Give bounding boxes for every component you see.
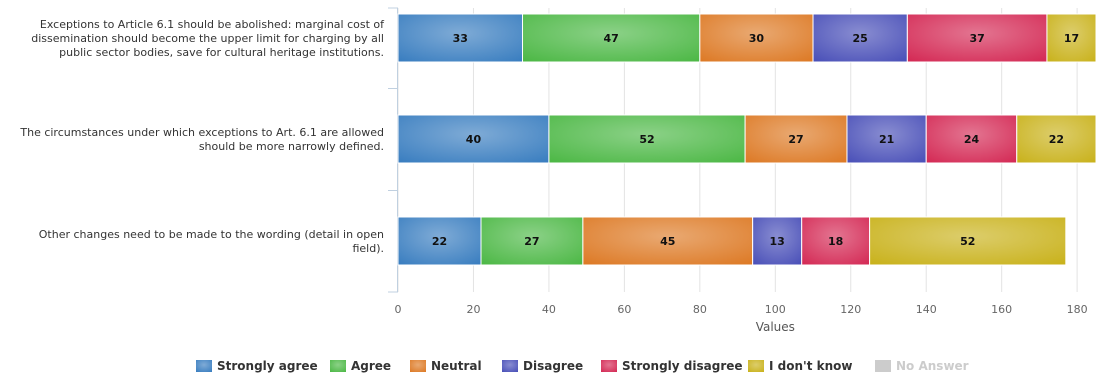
bar-segment[interactable] xyxy=(906,13,1048,63)
data-label: 40 xyxy=(466,133,482,146)
legend-swatch xyxy=(196,360,212,372)
legend: Strongly agree Agree Neutral Disagree Strong… xyxy=(196,359,969,373)
tick-label: 140 xyxy=(916,303,937,316)
tick-label: 80 xyxy=(693,303,707,316)
value-axis-ticks: 0 20 40 60 80 100 120 140 160 180 xyxy=(395,303,1088,316)
bar-segment[interactable] xyxy=(752,216,803,266)
data-label: 24 xyxy=(964,133,980,146)
x-axis-title: Values xyxy=(756,320,795,334)
category-labels: Exceptions to Article 6.1 should be abol… xyxy=(19,18,385,255)
bar-segment[interactable] xyxy=(699,13,814,63)
bar-segment[interactable] xyxy=(869,216,1067,266)
legend-item[interactable]: Strongly disagree xyxy=(601,359,743,373)
tick-label: 60 xyxy=(617,303,631,316)
data-labels: 33 47 30 25 37 17 40 52 27 21 24 22 22 27 45 13 18 52 xyxy=(432,32,1079,248)
tick-label: 120 xyxy=(840,303,861,316)
tick-label: 20 xyxy=(466,303,480,316)
data-label: 25 xyxy=(853,32,868,45)
bar-segment[interactable] xyxy=(397,13,524,63)
legend-swatch xyxy=(410,360,426,372)
data-label: 52 xyxy=(639,133,654,146)
data-label: 21 xyxy=(879,133,894,146)
legend-label: No Answer xyxy=(896,359,969,373)
legend-label: I don't know xyxy=(769,359,852,373)
data-label: 18 xyxy=(828,235,843,248)
bar-segment[interactable] xyxy=(1016,114,1096,164)
data-label: 30 xyxy=(749,32,765,45)
bar-segments xyxy=(397,13,1096,266)
data-label: 27 xyxy=(524,235,539,248)
tick-label: 180 xyxy=(1067,303,1088,316)
legend-item[interactable]: I don't know xyxy=(748,359,852,373)
legend-swatch xyxy=(748,360,764,372)
category-label: Other changes need to be made to the wor… xyxy=(39,228,384,255)
bar-segment[interactable] xyxy=(925,114,1018,164)
tick-label: 40 xyxy=(542,303,556,316)
legend-label: Neutral xyxy=(431,359,482,373)
legend-label: Agree xyxy=(351,359,391,373)
data-label: 13 xyxy=(770,235,785,248)
category-label: Exceptions to Article 6.1 should be abol… xyxy=(31,18,385,59)
legend-item[interactable]: Strongly agree xyxy=(196,359,318,373)
tick-label: 100 xyxy=(765,303,786,316)
category-label: The circumstances under which exceptions… xyxy=(19,126,384,153)
tick-label: 0 xyxy=(395,303,402,316)
data-label: 22 xyxy=(432,235,447,248)
bar-segment[interactable] xyxy=(548,114,746,164)
data-label: 37 xyxy=(969,32,984,45)
legend-swatch xyxy=(601,360,617,372)
bar-segment[interactable] xyxy=(812,13,908,63)
data-label: 17 xyxy=(1064,32,1079,45)
legend-item[interactable]: Disagree xyxy=(502,359,583,373)
bar-segment[interactable] xyxy=(1046,13,1096,63)
data-label: 33 xyxy=(453,32,468,45)
bar-segment[interactable] xyxy=(582,216,754,266)
data-label: 22 xyxy=(1049,133,1064,146)
category-axis xyxy=(388,7,398,293)
data-label: 52 xyxy=(960,235,975,248)
legend-label: Disagree xyxy=(523,359,583,373)
data-label: 45 xyxy=(660,235,675,248)
legend-swatch xyxy=(502,360,518,372)
legend-item[interactable]: Agree xyxy=(330,359,391,373)
bar-segment[interactable] xyxy=(846,114,927,164)
legend-item[interactable]: Neutral xyxy=(410,359,482,373)
tick-label: 160 xyxy=(991,303,1012,316)
legend-label: Strongly disagree xyxy=(622,359,743,373)
legend-label: Strongly agree xyxy=(217,359,318,373)
legend-swatch xyxy=(330,360,346,372)
data-label: 47 xyxy=(604,32,619,45)
data-label: 27 xyxy=(788,133,803,146)
bar-segment[interactable] xyxy=(397,114,550,164)
legend-swatch xyxy=(875,360,891,372)
bar-segment[interactable] xyxy=(744,114,848,164)
legend-item[interactable]: No Answer xyxy=(875,359,969,373)
